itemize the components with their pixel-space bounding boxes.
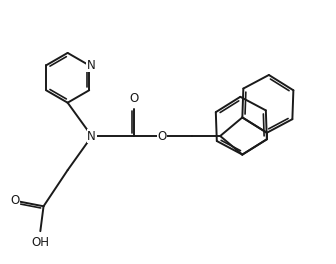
Text: O: O: [129, 92, 138, 105]
Text: N: N: [87, 130, 96, 143]
Text: OH: OH: [31, 236, 49, 249]
Text: O: O: [10, 194, 20, 207]
Text: N: N: [87, 59, 95, 72]
Text: O: O: [157, 130, 167, 143]
